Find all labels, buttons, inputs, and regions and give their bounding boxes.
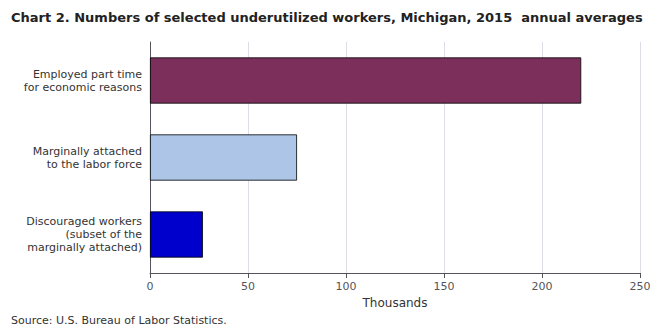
svg-text:(subset of the: (subset of the	[66, 228, 143, 241]
svg-text:Employed part time: Employed part time	[33, 68, 142, 81]
svg-text:200: 200	[532, 280, 553, 293]
svg-text:150: 150	[434, 280, 455, 293]
svg-text:Marginally attached: Marginally attached	[33, 145, 142, 158]
svg-text:Source: U.S. Bureau of Labor S: Source: U.S. Bureau of Labor Statistics.	[11, 314, 227, 327]
svg-text:250: 250	[630, 280, 651, 293]
svg-text:Thousands: Thousands	[362, 296, 428, 310]
svg-text:Discouraged workers: Discouraged workers	[26, 215, 142, 228]
svg-text:Chart 2. Numbers of selected u: Chart 2. Numbers of selected underutiliz…	[11, 10, 643, 25]
svg-text:0: 0	[147, 280, 154, 293]
svg-text:100: 100	[336, 280, 357, 293]
svg-text:50: 50	[241, 280, 255, 293]
svg-text:marginally attached): marginally attached)	[27, 241, 142, 254]
svg-text:for economic reasons: for economic reasons	[24, 81, 142, 94]
svg-text:to the labor force: to the labor force	[47, 158, 143, 171]
